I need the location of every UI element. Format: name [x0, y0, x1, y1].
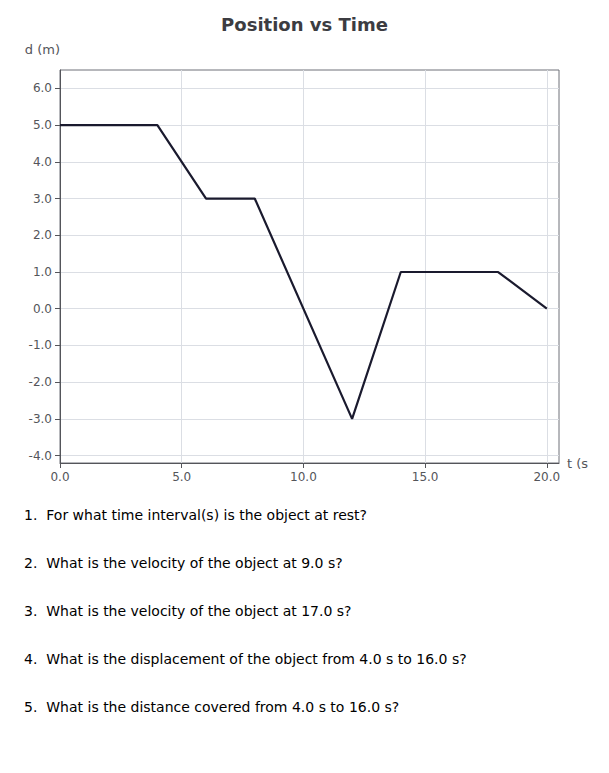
svg-text:t (s: t (s: [567, 456, 588, 471]
svg-text:-4.0: -4.0: [29, 449, 52, 463]
svg-text:4.0: 4.0: [33, 155, 52, 169]
svg-text:20.0: 20.0: [533, 470, 560, 484]
svg-text:15.0: 15.0: [412, 470, 439, 484]
svg-text:d (m): d (m): [25, 42, 60, 57]
svg-text:6.0: 6.0: [33, 81, 52, 95]
svg-text:2. What is the velocity of th: 2. What is the velocity of the object at…: [24, 555, 347, 571]
svg-text:3. What is the velocity of th: 3. What is the velocity of the object at…: [24, 603, 356, 619]
svg-text:1.0: 1.0: [33, 265, 52, 279]
svg-text:5. What is the distance cover: 5. What is the distance covered from 4.0…: [24, 699, 399, 715]
svg-text:2.0: 2.0: [33, 228, 52, 242]
svg-text:0.0: 0.0: [33, 302, 52, 316]
svg-text:4. What is the displacement o: 4. What is the displacement of the objec…: [24, 651, 471, 667]
svg-text:0.0: 0.0: [50, 470, 69, 484]
svg-text:Position vs Time: Position vs Time: [221, 14, 388, 35]
svg-text:-1.0: -1.0: [29, 338, 52, 352]
svg-text:-3.0: -3.0: [29, 412, 52, 426]
svg-text:-2.0: -2.0: [29, 375, 52, 389]
svg-text:5.0: 5.0: [33, 118, 52, 132]
svg-text:3.0: 3.0: [33, 192, 52, 206]
svg-text:10.0: 10.0: [290, 470, 317, 484]
svg-text:1. For what time interval(s): 1. For what time interval(s) is the obje…: [24, 507, 371, 523]
svg-text:5.0: 5.0: [172, 470, 191, 484]
